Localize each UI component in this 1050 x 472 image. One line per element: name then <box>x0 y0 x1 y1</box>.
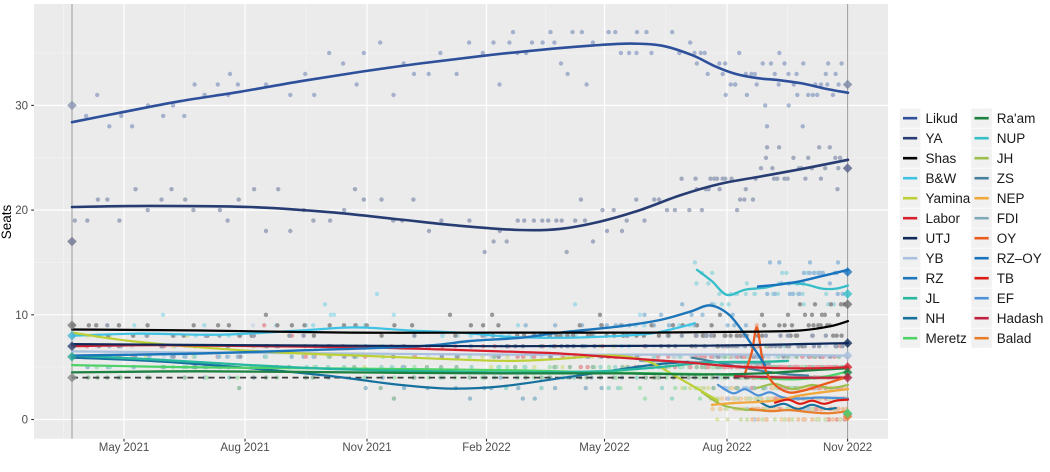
svg-text:NH: NH <box>926 311 946 326</box>
svg-text:Nov 2022: Nov 2022 <box>823 442 872 454</box>
svg-text:Hadash: Hadash <box>997 311 1044 326</box>
svg-text:JH: JH <box>997 151 1014 166</box>
svg-text:EF: EF <box>997 291 1014 306</box>
svg-text:YB: YB <box>926 251 944 266</box>
svg-text:YA: YA <box>926 131 943 146</box>
svg-text:Yamina: Yamina <box>926 191 971 206</box>
svg-text:ZS: ZS <box>997 171 1014 186</box>
svg-text:20: 20 <box>15 205 28 217</box>
svg-text:B&W: B&W <box>926 171 957 186</box>
svg-text:FDI: FDI <box>997 211 1019 226</box>
svg-text:NEP: NEP <box>997 191 1025 206</box>
svg-text:JL: JL <box>926 291 941 306</box>
svg-text:Feb 2022: Feb 2022 <box>462 442 511 454</box>
svg-text:TB: TB <box>997 271 1014 286</box>
svg-text:Seats: Seats <box>0 204 14 239</box>
svg-text:Likud: Likud <box>926 111 958 126</box>
svg-text:May 2022: May 2022 <box>579 442 630 454</box>
svg-text:Balad: Balad <box>997 331 1032 346</box>
svg-text:May 2021: May 2021 <box>99 442 150 454</box>
svg-text:UTJ: UTJ <box>926 231 951 246</box>
svg-text:30: 30 <box>15 100 28 112</box>
svg-text:Ra'am: Ra'am <box>997 111 1036 126</box>
svg-text:Labor: Labor <box>926 211 961 226</box>
svg-text:Meretz: Meretz <box>926 331 968 346</box>
svg-text:OY: OY <box>997 231 1017 246</box>
svg-text:RZ: RZ <box>926 271 944 286</box>
svg-text:Aug 2022: Aug 2022 <box>702 442 751 454</box>
svg-text:NUP: NUP <box>997 131 1026 146</box>
svg-text:0: 0 <box>22 415 28 427</box>
svg-text:Nov 2021: Nov 2021 <box>342 442 391 454</box>
svg-text:Aug 2021: Aug 2021 <box>220 442 269 454</box>
svg-text:10: 10 <box>15 310 28 322</box>
svg-text:Shas: Shas <box>926 151 957 166</box>
svg-text:RZ–OY: RZ–OY <box>997 251 1042 266</box>
